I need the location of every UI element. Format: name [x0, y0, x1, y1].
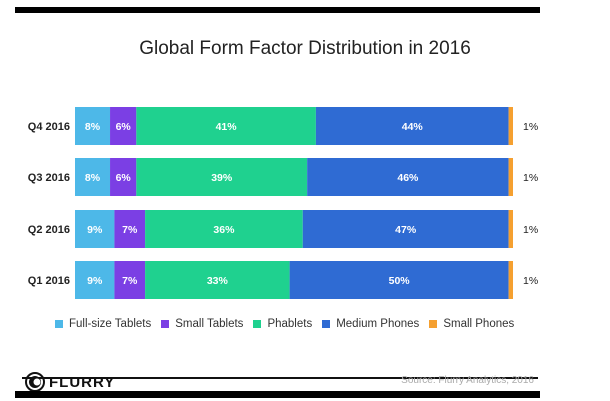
bar-segment: [508, 261, 513, 299]
bar-segment: [136, 107, 316, 145]
source-note: Source: Flurry Analytics, 2016: [401, 375, 534, 386]
category-label: Q2 2016: [28, 224, 70, 236]
bar-segment: [75, 261, 115, 299]
data-label: 36%: [213, 224, 235, 236]
data-label: 50%: [389, 275, 411, 287]
bar-segment: [114, 210, 146, 248]
data-label: 8%: [85, 172, 101, 184]
category-label: Q4 2016: [28, 121, 70, 133]
bar-segment: [114, 261, 146, 299]
legend-label: Phablets: [267, 318, 313, 330]
data-label: 1%: [523, 172, 538, 184]
legend-item: Small Tablets: [161, 318, 243, 330]
legend-label: Small Tablets: [175, 318, 244, 330]
legend-label: Medium Phones: [336, 318, 420, 330]
data-label: 33%: [207, 275, 229, 287]
data-label: 41%: [216, 121, 238, 133]
bar-segment: [508, 107, 513, 145]
data-label: 46%: [397, 172, 419, 184]
data-label: 8%: [85, 121, 101, 133]
legend-swatch: [322, 320, 331, 328]
data-label: 1%: [523, 224, 538, 236]
bar-segment: [75, 158, 111, 196]
bar-segment: [136, 158, 308, 196]
data-label: 7%: [122, 224, 138, 236]
data-label: 39%: [211, 172, 233, 184]
legend-swatch: [429, 320, 438, 328]
legend-label: Small Phones: [443, 318, 515, 330]
legend-item: Full-size Tablets: [55, 318, 151, 330]
legend-item: Small Phones: [429, 318, 514, 330]
flurry-logo: FLURRY: [25, 372, 115, 392]
bar-segment: [75, 210, 115, 248]
data-label: 1%: [523, 121, 538, 133]
bar-segment: [302, 210, 509, 248]
data-label: 44%: [402, 121, 424, 133]
category-label: Q1 2016: [28, 275, 70, 287]
data-label: 7%: [122, 275, 138, 287]
bar-segment: [75, 107, 111, 145]
bar-segment: [145, 210, 303, 248]
data-label: 47%: [395, 224, 417, 236]
data-label: 9%: [87, 275, 103, 287]
legend-swatch: [253, 320, 262, 328]
brand-name: FLURRY: [49, 373, 116, 391]
bar-segment: [508, 158, 513, 196]
bar-segment: [289, 261, 509, 299]
bottom-border: [15, 391, 540, 398]
data-label: 6%: [116, 121, 132, 133]
chart-legend: Full-size Tablets Small Tablets Phablets Me…: [55, 318, 514, 330]
bar-segment: [307, 158, 509, 196]
top-border: [15, 7, 540, 13]
legend-item: Phablets: [253, 318, 312, 330]
footer-divider: [22, 377, 538, 379]
data-label: 6%: [116, 172, 132, 184]
bar-segment: [315, 107, 509, 145]
bar-segment: [110, 158, 137, 196]
legend-swatch: [55, 320, 63, 328]
bar-segment: [508, 210, 513, 248]
category-label: Q3 2016: [28, 172, 70, 184]
data-label: 1%: [523, 275, 538, 287]
chart-title: Global Form Factor Distribution in 2016: [139, 38, 471, 59]
legend-swatch: [161, 320, 170, 328]
data-label: 9%: [87, 224, 103, 236]
legend-item: Medium Phones: [322, 318, 419, 330]
flurry-logo-icon: [25, 372, 45, 392]
bar-segment: [110, 107, 137, 145]
legend-label: Full-size Tablets: [69, 318, 152, 330]
bar-segment: [145, 261, 290, 299]
